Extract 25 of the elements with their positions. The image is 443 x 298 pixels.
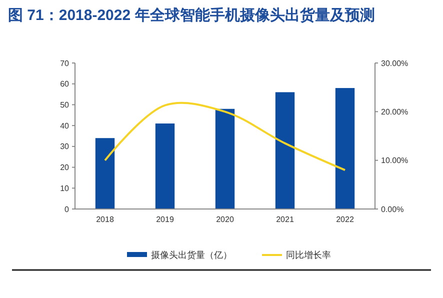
chart-title: 图 71：2018-2022 年全球智能手机摄像头出货量及预测 <box>8 7 375 24</box>
y-tick-label: 40 <box>60 121 70 130</box>
y-tick-label: 30 <box>60 142 70 152</box>
bar <box>95 138 115 209</box>
legend-label: 同比增长率 <box>286 250 331 260</box>
y-tick-label: 20 <box>60 163 70 172</box>
x-tick-label: 2022 <box>336 215 354 224</box>
y2-tick-label: 0.00% <box>381 204 404 214</box>
x-tick-label: 2018 <box>96 215 114 224</box>
x-tick-label: 2019 <box>156 215 174 224</box>
y-tick-label: 0 <box>64 204 70 214</box>
bar <box>215 108 235 209</box>
bar <box>275 92 295 209</box>
y-tick-label: 60 <box>60 80 70 89</box>
y2-tick-label: 30.00% <box>381 58 408 68</box>
x-tick-label: 2020 <box>216 215 234 224</box>
legend-label: 摄像头出货量（亿） <box>151 250 232 260</box>
y2-tick-label: 10.00% <box>381 156 408 166</box>
y-tick-label: 10 <box>60 184 70 193</box>
y-tick-label: 70 <box>60 58 70 68</box>
bar <box>155 123 175 209</box>
y2-tick-label: 20.00% <box>381 107 408 116</box>
bar <box>335 88 355 209</box>
x-tick-label: 2021 <box>276 215 294 224</box>
y-tick-label: 50 <box>60 100 70 110</box>
